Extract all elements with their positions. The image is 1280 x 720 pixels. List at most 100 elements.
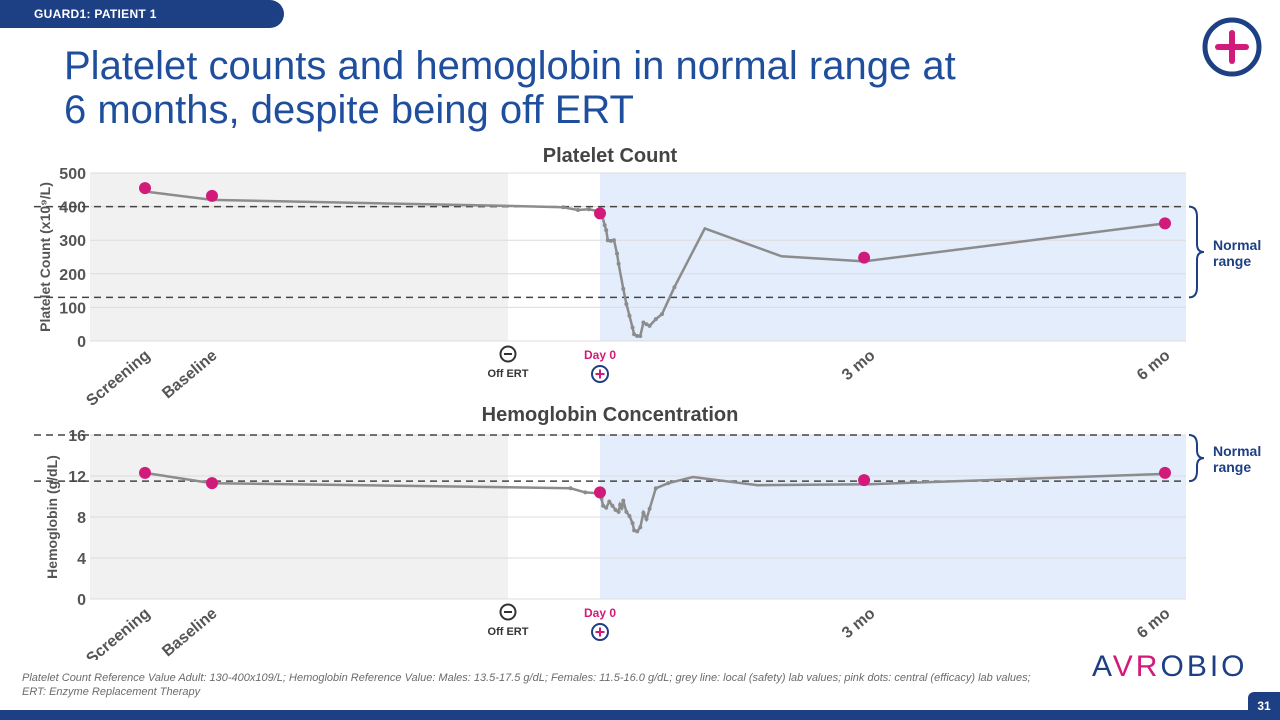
local-lab-point <box>624 509 629 514</box>
local-lab-point <box>630 325 635 330</box>
local-lab-point <box>666 481 671 486</box>
local-lab-point <box>613 507 618 512</box>
local-lab-point <box>607 499 612 504</box>
normal-range-brace <box>1188 205 1205 299</box>
local-lab-point <box>610 503 615 508</box>
logo-part-2: VR <box>1112 650 1161 683</box>
section-tag: GUARD1: PATIENT 1 <box>0 0 284 28</box>
local-lab-point <box>635 333 640 338</box>
local-lab-point <box>605 238 610 243</box>
local-lab-point <box>621 286 626 291</box>
local-lab-point <box>644 322 649 327</box>
page-title: Platelet counts and hemoglobin in normal… <box>64 44 1104 132</box>
normal-range-label-line-2: range <box>1213 459 1252 475</box>
central-lab-point <box>594 207 606 220</box>
chart-title: Platelet Count <box>543 145 678 167</box>
day0-label: Day 0 <box>584 606 616 620</box>
local-lab-point <box>641 320 646 325</box>
local-lab-point <box>619 505 624 510</box>
y-tick-label: 8 <box>77 510 86 527</box>
local-lab-point <box>604 228 609 233</box>
y-tick-label: 4 <box>77 551 86 568</box>
off-ert-label: Off ERT <box>488 368 529 380</box>
local-lab-point <box>632 332 637 337</box>
local-lab-point <box>632 528 637 533</box>
local-lab-point <box>586 207 591 212</box>
logo-part-3: OBIO <box>1160 650 1248 683</box>
y-tick-label: 100 <box>59 300 86 317</box>
local-lab-point <box>627 513 632 518</box>
y-tick-label: 400 <box>59 200 86 217</box>
y-tick-label: 500 <box>59 166 86 183</box>
y-tick-label: 0 <box>77 334 86 351</box>
local-lab-point <box>568 486 573 491</box>
charts-area: 0 100 200 300 400 500 Platelet Count Platelet C… <box>34 145 1205 660</box>
x-timepoint-label: 3 mo <box>839 347 879 384</box>
y-tick-label: 200 <box>59 267 86 284</box>
x-timepoint-label: 3 mo <box>839 605 879 642</box>
local-lab-point <box>647 323 652 328</box>
local-lab-point <box>615 251 620 256</box>
on-ert-shading <box>90 173 508 341</box>
y-axis-label: Hemoglobin (g/dL) <box>44 455 60 579</box>
y-tick-label: 12 <box>68 469 86 486</box>
local-lab-point <box>647 506 652 511</box>
plus-badge-icon <box>1202 17 1262 77</box>
central-lab-point <box>1159 217 1171 230</box>
local-lab-point <box>608 238 613 243</box>
central-lab-point <box>1159 466 1171 479</box>
x-timepoint-label: Screening <box>83 347 153 410</box>
central-lab-point <box>594 486 606 499</box>
y-axis-label: Platelet Count (x10⁹/L) <box>37 182 53 332</box>
central-lab-point <box>139 466 151 479</box>
local-lab-point <box>583 490 588 495</box>
local-lab-point <box>618 502 623 507</box>
local-lab-point <box>672 285 677 290</box>
page-number: 31 <box>1248 692 1280 720</box>
minus-circle-icon <box>499 603 517 621</box>
x-timepoint-label: 6 mo <box>1134 605 1174 642</box>
normal-range-label-line-2: range <box>1213 253 1252 269</box>
footnote: Platelet Count Reference Value Adult: 13… <box>22 672 1031 698</box>
minus-circle-icon <box>499 345 517 363</box>
page-title-line-2: 6 months, despite being off ERT <box>64 88 634 132</box>
local-lab-point <box>621 498 626 503</box>
x-timepoint-label: 6 mo <box>1134 347 1174 384</box>
local-lab-point <box>630 521 635 526</box>
local-lab-point <box>561 205 566 210</box>
normal-range-label-line-1: Normal <box>1213 443 1262 459</box>
day0-label: Day 0 <box>584 348 616 362</box>
normal-range-brace <box>1188 434 1205 483</box>
y-tick-label: 300 <box>59 233 86 250</box>
central-lab-point <box>858 474 871 487</box>
normal-range-label-line-1: Normal <box>1213 237 1262 253</box>
local-lab-point <box>638 525 643 530</box>
local-lab-point <box>624 302 629 307</box>
local-lab-point <box>653 486 658 491</box>
normal-range-label-platelet: Normal range <box>1213 237 1261 269</box>
local-lab-point <box>653 317 658 322</box>
central-lab-point <box>139 182 151 195</box>
local-lab-point <box>616 261 621 266</box>
central-lab-point <box>858 251 871 264</box>
y-tick-label: 0 <box>77 592 86 609</box>
x-timepoint-label: Baseline <box>159 605 220 660</box>
local-lab-point <box>611 238 616 243</box>
logo-part-1: A <box>1092 650 1113 683</box>
local-lab-point <box>575 207 580 212</box>
page-title-line-1: Platelet counts and hemoglobin in normal… <box>64 44 956 88</box>
local-lab-point <box>644 517 649 522</box>
chart-title: Hemoglobin Concentration <box>482 404 739 426</box>
off-ert-label: Off ERT <box>488 626 529 638</box>
central-lab-point <box>206 477 218 490</box>
x-timepoint-label: Screening <box>83 605 153 660</box>
y-tick-label: 16 <box>68 428 86 445</box>
local-lab-point <box>627 313 632 318</box>
local-lab-point <box>616 509 621 514</box>
x-timepoint-label: Baseline <box>159 347 220 402</box>
local-lab-point <box>604 505 609 510</box>
footer-bar <box>0 710 1280 720</box>
local-lab-point <box>602 223 607 228</box>
local-lab-point <box>601 503 606 508</box>
local-lab-point <box>641 510 646 515</box>
